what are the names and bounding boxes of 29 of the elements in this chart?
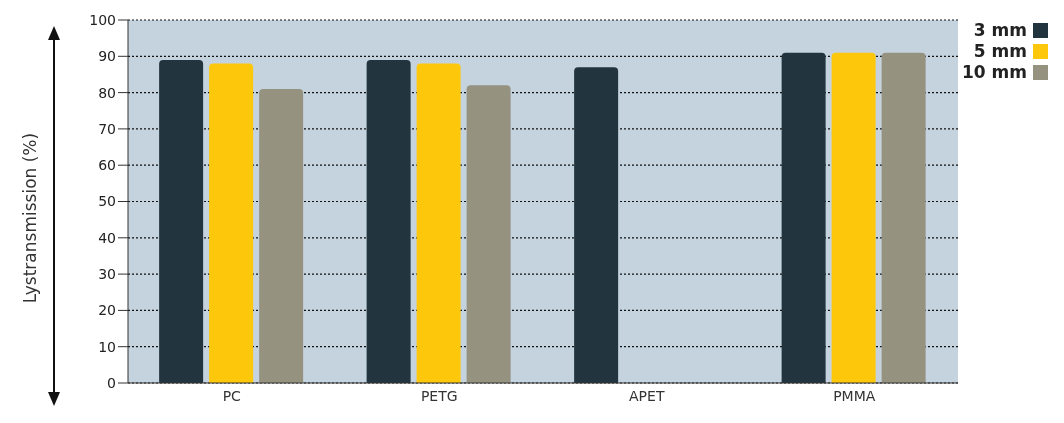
bar — [466, 85, 511, 383]
y-tick-label: 50 — [98, 193, 116, 210]
bar — [416, 63, 461, 383]
bar — [574, 67, 619, 383]
x-tick-label: PETG — [420, 387, 458, 404]
legend-label: 3 mm — [973, 20, 1027, 41]
y-tick-label: 70 — [98, 120, 116, 137]
bar — [831, 52, 876, 383]
legend-label: 10 mm — [961, 62, 1027, 83]
y-axis-title: Lystransmission (%) — [20, 132, 40, 304]
bar — [781, 52, 826, 383]
bar — [881, 52, 926, 383]
bar — [259, 88, 304, 383]
y-tick-label: 10 — [98, 338, 116, 355]
bar — [209, 63, 254, 383]
bar — [366, 59, 411, 383]
x-tick-label: PC — [222, 387, 242, 404]
y-tick-label: 20 — [98, 302, 116, 319]
y-tick-label: 80 — [98, 84, 116, 101]
y-tick-label: 60 — [98, 157, 116, 174]
x-tick-label: APET — [629, 387, 665, 404]
y-tick-label: 30 — [98, 266, 116, 283]
y-tick-label: 40 — [98, 229, 116, 246]
y-tick-label: 100 — [89, 11, 116, 28]
y-tick-label: 0 — [107, 374, 116, 391]
bar — [159, 59, 204, 383]
x-tick-label: PMMA — [833, 387, 876, 404]
y-tick-label: 90 — [98, 48, 116, 65]
legend-label: 5 mm — [973, 41, 1027, 62]
